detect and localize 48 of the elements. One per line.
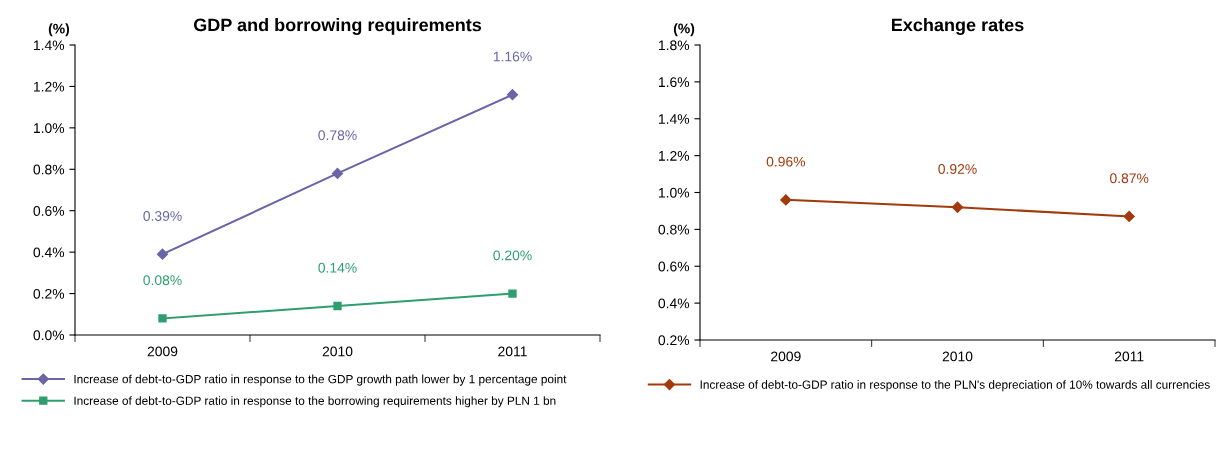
x-tick-label: 2011 xyxy=(498,346,527,357)
y-tick-label: 1.0% xyxy=(33,123,65,134)
y-tick-label: 0.0% xyxy=(33,330,65,341)
y-tick-label: 0.8% xyxy=(658,224,690,235)
point xyxy=(158,314,167,323)
y-tick-label: 0.6% xyxy=(658,261,690,272)
y-tick-label: 1.8% xyxy=(658,40,690,51)
data-label: 0.08% xyxy=(143,275,182,286)
chart-title: GDP and borrowing requirements xyxy=(193,18,482,35)
chart-title: Exchange rates xyxy=(891,18,1024,35)
point xyxy=(780,194,792,206)
y-tick-label: 0.8% xyxy=(33,164,65,175)
x-tick-label: 2011 xyxy=(1114,351,1144,362)
y-axis-title: (%) xyxy=(673,23,695,37)
x-tick-label: 2009 xyxy=(771,351,801,362)
data-label: 0.14% xyxy=(318,262,357,273)
y-tick-label: 1.2% xyxy=(33,81,65,92)
data-label: 0.92% xyxy=(938,164,977,174)
y-tick-label: 0.4% xyxy=(658,298,690,309)
y-axis-title: (%) xyxy=(48,23,70,37)
y-tick-label: 1.0% xyxy=(658,187,690,198)
point xyxy=(333,301,342,311)
legend-label: Increase of debt-to-GDP ratio in response to the PLN's depreciation of 10% towards all currencies xyxy=(700,380,1210,392)
legend-label: Increase of debt-to-GDP ratio in response to the borrowing requirements higher by PLN 1 bn xyxy=(74,396,556,408)
y-tick-label: 0.6% xyxy=(33,206,65,216)
data-label: 0.39% xyxy=(143,211,182,221)
y-tick-label: 1.4% xyxy=(658,114,690,124)
data-label: 0.96% xyxy=(766,156,806,167)
y-tick-label: 0.2% xyxy=(658,335,690,346)
data-label: 0.87% xyxy=(1110,173,1149,184)
y-tick-label: 1.2% xyxy=(658,150,690,161)
y-tick-label: 1.6% xyxy=(658,77,690,88)
point xyxy=(508,289,517,298)
x-tick-label: 2010 xyxy=(322,346,353,357)
point xyxy=(951,201,964,213)
point xyxy=(156,248,169,260)
x-tick-label: 2010 xyxy=(942,351,973,362)
legend-label: Increase of debt-to-GDP ratio in response to the GDP growth path lower by 1 percentage point xyxy=(74,374,567,386)
x-tick-label: 2009 xyxy=(147,346,178,357)
y-tick-label: 0.2% xyxy=(33,288,65,299)
data-label: 0.78% xyxy=(318,130,357,141)
data-label: 0.20% xyxy=(493,250,532,261)
data-label: 1.16% xyxy=(493,51,532,62)
point xyxy=(1123,210,1135,223)
y-tick-label: 1.4% xyxy=(33,40,65,51)
point xyxy=(331,167,344,180)
point xyxy=(506,89,519,101)
y-tick-label: 0.4% xyxy=(33,247,65,258)
